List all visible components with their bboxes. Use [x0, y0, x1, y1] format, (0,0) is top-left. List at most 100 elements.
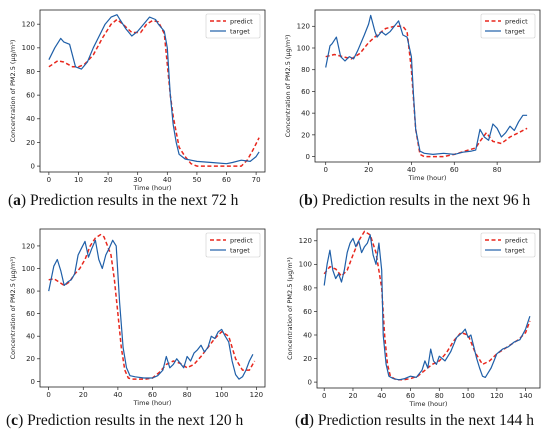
y-tick-label: 0: [308, 379, 312, 387]
y-tick-label: 60: [26, 92, 35, 100]
x-axis-label: Time (hour): [409, 400, 448, 408]
y-tick-label: 80: [26, 287, 35, 295]
plot-frame-b: [314, 9, 541, 163]
x-tick-label: 20: [79, 391, 88, 399]
y-tick-label: 20: [26, 355, 35, 363]
x-tick-label: 0: [322, 392, 326, 400]
caption-c: (c) Prediction results in the next 120 h: [6, 412, 244, 429]
y-tick-label: 120: [22, 242, 35, 250]
caption-b: (b) Prediction results in the next 96 h: [299, 192, 531, 209]
y-tick-label: 0: [31, 378, 35, 386]
caption-b-text: Prediction results in the next 96 h: [321, 192, 531, 209]
y-tick-label: 80: [301, 66, 310, 74]
y-tick-label: 100: [297, 44, 310, 52]
series-line-predict: [325, 25, 528, 158]
caption-d: (d) Prediction results in the next 144 h: [295, 412, 534, 429]
chart-panel-a: 0 10 20 30 40 50 60 70 0 20 40 60 80 100 120 Time (hour…: [0, 0, 275, 219]
legend-box: [205, 232, 261, 258]
series-line-target: [48, 14, 260, 165]
legend-label-target: target: [230, 246, 250, 254]
y-tick-label: 120: [297, 23, 310, 31]
y-tick-label: 100: [22, 265, 35, 273]
x-tick-label: 120: [490, 392, 503, 400]
y-tick-label: 20: [26, 139, 35, 147]
legend-label-predict: predict: [230, 17, 253, 25]
y-axis-label: Concentration of PM2.5 (μg/m³): [9, 40, 17, 143]
plot-frame-d: [316, 228, 541, 389]
caption-c-letter: c: [11, 412, 19, 429]
y-tick-label: 0: [31, 162, 35, 170]
x-axis-label: Time (hour): [408, 174, 447, 182]
x-tick-label: 40: [377, 392, 386, 400]
x-tick-label: 10: [74, 176, 83, 184]
x-tick-label: 80: [493, 166, 502, 174]
y-tick-label: 40: [26, 115, 35, 123]
x-axis-label: Time (hour): [133, 399, 172, 407]
x-tick-label: 60: [148, 391, 157, 399]
y-tick-label: 120: [299, 237, 312, 245]
chart-c-svg: 0 20 40 60 80 100 120 0 20 40 60 80 100 120 Time (hour…: [9, 228, 266, 407]
chart-b-svg: 0 20 40 60 80 0 20 40 60 80 100 120 Time (hour) Conce…: [284, 9, 541, 182]
y-axis-label: Concentration of PM2.5 (μg/m³): [286, 257, 294, 360]
caption-b-letter: b: [304, 192, 313, 209]
y-tick-label: 40: [303, 331, 312, 339]
y-tick-label: 40: [301, 110, 310, 118]
y-tick-label: 80: [26, 68, 35, 76]
y-axis-label: Concentration of PM2.5 (μg/m³): [284, 35, 292, 138]
y-tick-label: 0: [306, 153, 310, 161]
series-line-target: [323, 234, 531, 381]
y-axis-label: Concentration of PM2.5 (μg/m³): [9, 257, 17, 360]
x-tick-label: 80: [183, 391, 192, 399]
y-tick-label: 100: [22, 44, 35, 52]
x-tick-label: 0: [323, 166, 327, 174]
legend-label-target: target: [505, 246, 525, 254]
x-tick-label: 100: [461, 392, 474, 400]
x-tick-label: 20: [104, 176, 113, 184]
legend-box: [480, 13, 536, 39]
chart-panel-c: 0 20 40 60 80 100 120 0 20 40 60 80 100 120 Time (hour…: [0, 219, 275, 438]
caption-c-text: Prediction results in the next 120 h: [27, 412, 244, 429]
plot-frame-a: [39, 9, 266, 173]
y-tick-label: 120: [22, 21, 35, 29]
x-tick-label: 120: [250, 391, 263, 399]
legend-label-predict: predict: [505, 17, 528, 25]
chart-d-svg: 0 20 40 60 80 100 120 140 0 20 40 60 80 100 120 Time (h…: [286, 228, 541, 408]
x-tick-label: 40: [113, 391, 122, 399]
legend-label-target: target: [505, 27, 525, 35]
caption-d-letter: d: [300, 412, 309, 429]
y-tick-label: 80: [303, 284, 312, 292]
x-tick-label: 20: [349, 392, 358, 400]
y-tick-label: 40: [26, 333, 35, 341]
y-tick-label: 20: [301, 131, 310, 139]
x-tick-label: 60: [222, 176, 231, 184]
chart-panel-d: 0 20 40 60 80 100 120 140 0 20 40 60 80 100 120 Time (h…: [275, 219, 550, 438]
caption-a-letter: a: [13, 192, 21, 209]
y-tick-label: 60: [26, 310, 35, 318]
y-tick-label: 60: [301, 88, 310, 96]
legend-label-predict: predict: [230, 236, 253, 244]
x-tick-label: 80: [435, 392, 444, 400]
y-tick-label: 60: [303, 308, 312, 316]
x-tick-label: 20: [364, 166, 373, 174]
x-tick-label: 40: [407, 166, 416, 174]
series-line-target: [48, 239, 254, 380]
legend-box: [480, 232, 536, 258]
series-line-target: [325, 14, 528, 155]
caption-a-text: Prediction results in the next 72 h: [29, 192, 239, 209]
legend-box: [205, 13, 261, 39]
y-tick-label: 20: [303, 355, 312, 363]
caption-a: (a) Prediction results in the next 72 h: [8, 192, 239, 209]
x-tick-label: 30: [133, 176, 142, 184]
series-line-predict: [48, 233, 256, 380]
x-tick-label: 60: [450, 166, 459, 174]
x-tick-label: 40: [163, 176, 172, 184]
chart-a-svg: 0 10 20 30 40 50 60 70 0 20 40 60 80 100 120 Time (hour…: [9, 9, 266, 192]
x-tick-label: 100: [215, 391, 228, 399]
x-tick-label: 50: [192, 176, 201, 184]
x-tick-label: 70: [252, 176, 261, 184]
caption-d-text: Prediction results in the next 144 h: [317, 412, 534, 429]
x-tick-label: 0: [47, 176, 51, 184]
legend-label-target: target: [230, 27, 250, 35]
x-tick-label: 60: [406, 392, 415, 400]
x-tick-label: 140: [519, 392, 532, 400]
